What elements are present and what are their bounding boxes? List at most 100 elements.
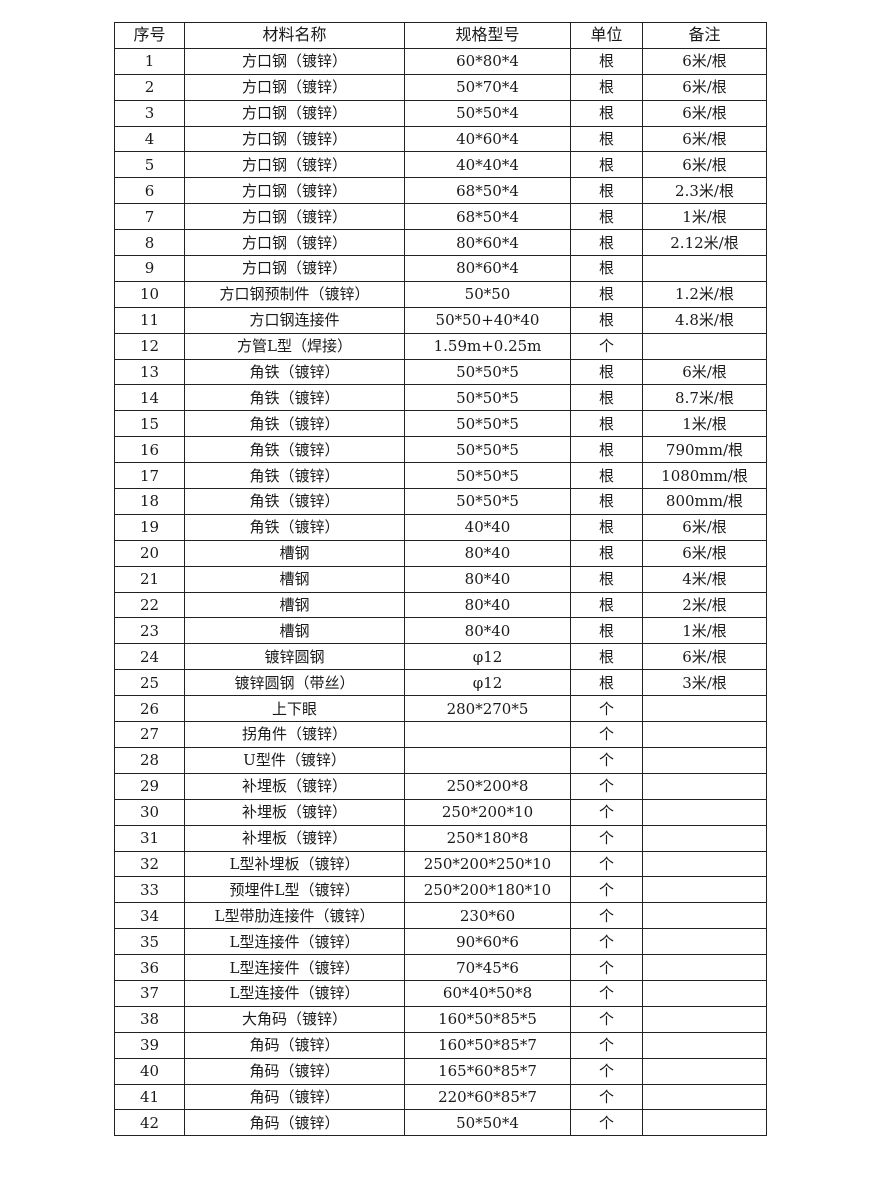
cell-unit: 个 <box>570 1057 643 1085</box>
cell-material-name: 方口钢（镀锌） <box>184 99 405 127</box>
cell-specification: 80*40 <box>404 591 571 619</box>
cell-remarks <box>642 1005 767 1033</box>
cell-index: 6 <box>114 177 185 205</box>
cell-index: 12 <box>114 332 185 360</box>
cell-unit: 根 <box>570 565 643 593</box>
table-row: 42 角码（镀锌） 50*50*4 个 <box>114 1109 767 1137</box>
cell-index: 21 <box>114 565 185 593</box>
cell-remarks <box>642 1083 767 1111</box>
cell-index: 38 <box>114 1005 185 1033</box>
cell-unit: 个 <box>570 824 643 852</box>
cell-remarks: 6米/根 <box>642 643 767 671</box>
cell-remarks <box>642 1109 767 1137</box>
cell-index: 41 <box>114 1083 185 1111</box>
cell-specification: 250*180*8 <box>404 824 571 852</box>
cell-index: 10 <box>114 280 185 308</box>
cell-material-name: 槽钢 <box>184 565 405 593</box>
cell-unit: 个 <box>570 1005 643 1033</box>
cell-remarks <box>642 798 767 826</box>
cell-material-name: 角铁（镀锌） <box>184 384 405 412</box>
cell-remarks: 6米/根 <box>642 125 767 153</box>
cell-remarks: 1米/根 <box>642 203 767 231</box>
cell-specification: 60*40*50*8 <box>404 979 571 1007</box>
cell-specification: 165*60*85*7 <box>404 1057 571 1085</box>
cell-remarks <box>642 902 767 930</box>
cell-unit: 根 <box>570 643 643 671</box>
header-unit: 单位 <box>570 22 643 49</box>
cell-unit: 根 <box>570 203 643 231</box>
cell-material-name: 角铁（镀锌） <box>184 358 405 386</box>
header-remarks: 备注 <box>642 22 767 49</box>
cell-remarks <box>642 721 767 748</box>
table-row: 12 方管L型（焊接） 1.59m+0.25m 个 <box>114 332 767 360</box>
cell-unit: 个 <box>570 695 643 723</box>
cell-remarks <box>642 928 767 956</box>
cell-unit: 个 <box>570 746 643 774</box>
cell-index: 14 <box>114 384 185 412</box>
cell-remarks: 6米/根 <box>642 47 767 75</box>
cell-specification: 80*40 <box>404 539 571 567</box>
cell-specification: φ12 <box>404 669 571 697</box>
table-row: 7 方口钢（镀锌） 68*50*4 根 1米/根 <box>114 203 767 231</box>
cell-remarks: 1.2米/根 <box>642 280 767 308</box>
cell-material-name: 角铁（镀锌） <box>184 488 405 515</box>
cell-material-name: 方口钢（镀锌） <box>184 47 405 75</box>
table-row: 6 方口钢（镀锌） 68*50*4 根 2.3米/根 <box>114 177 767 205</box>
cell-unit: 根 <box>570 669 643 697</box>
cell-unit: 个 <box>570 721 643 748</box>
cell-index: 25 <box>114 669 185 697</box>
cell-index: 1 <box>114 47 185 75</box>
cell-remarks: 790mm/根 <box>642 436 767 464</box>
cell-specification: 50*50*5 <box>404 488 571 515</box>
table-row: 20 槽钢 80*40 根 6米/根 <box>114 539 767 567</box>
cell-specification: 280*270*5 <box>404 695 571 723</box>
table-row: 16 角铁（镀锌） 50*50*5 根 790mm/根 <box>114 436 767 464</box>
cell-specification: 90*60*6 <box>404 928 571 956</box>
cell-material-name: 角码（镀锌） <box>184 1031 405 1059</box>
cell-unit: 根 <box>570 306 643 334</box>
cell-specification: 80*40 <box>404 565 571 593</box>
cell-unit: 根 <box>570 462 643 490</box>
cell-material-name: 方口钢连接件 <box>184 306 405 334</box>
cell-index: 29 <box>114 772 185 800</box>
header-row: 序号 材料名称 规格型号 单位 备注 <box>114 22 767 49</box>
cell-material-name: 镀锌圆钢（带丝） <box>184 669 405 697</box>
cell-unit: 个 <box>570 850 643 878</box>
cell-specification: 250*200*180*10 <box>404 876 571 904</box>
table-row: 36 L型连接件（镀锌） 70*45*6 个 <box>114 954 767 981</box>
cell-material-name: 槽钢 <box>184 539 405 567</box>
cell-remarks: 6米/根 <box>642 99 767 127</box>
cell-index: 5 <box>114 151 185 179</box>
cell-material-name: L型连接件（镀锌） <box>184 954 405 981</box>
cell-specification: 80*60*4 <box>404 229 571 257</box>
table-row: 17 角铁（镀锌） 50*50*5 根 1080mm/根 <box>114 462 767 490</box>
table-row: 33 预埋件L型（镀锌） 250*200*180*10 个 <box>114 876 767 904</box>
cell-specification: 250*200*250*10 <box>404 850 571 878</box>
cell-index: 35 <box>114 928 185 956</box>
cell-specification: 230*60 <box>404 902 571 930</box>
header-material-name: 材料名称 <box>184 22 405 49</box>
cell-remarks <box>642 255 767 282</box>
cell-remarks <box>642 695 767 723</box>
cell-index: 8 <box>114 229 185 257</box>
table-row: 23 槽钢 80*40 根 1米/根 <box>114 617 767 645</box>
cell-specification: 50*50*5 <box>404 410 571 438</box>
cell-remarks <box>642 850 767 878</box>
cell-remarks: 1米/根 <box>642 617 767 645</box>
cell-specification: 80*60*4 <box>404 255 571 282</box>
cell-remarks: 1米/根 <box>642 410 767 438</box>
cell-index: 31 <box>114 824 185 852</box>
cell-index: 33 <box>114 876 185 904</box>
cell-unit: 根 <box>570 177 643 205</box>
cell-unit: 个 <box>570 1083 643 1111</box>
cell-remarks <box>642 772 767 800</box>
cell-unit: 根 <box>570 436 643 464</box>
cell-index: 39 <box>114 1031 185 1059</box>
cell-remarks <box>642 1031 767 1059</box>
cell-index: 30 <box>114 798 185 826</box>
cell-remarks: 8.7米/根 <box>642 384 767 412</box>
cell-index: 11 <box>114 306 185 334</box>
cell-specification: 50*50*4 <box>404 1109 571 1137</box>
table-row: 9 方口钢（镀锌） 80*60*4 根 <box>114 255 767 282</box>
table-row: 13 角铁（镀锌） 50*50*5 根 6米/根 <box>114 358 767 386</box>
